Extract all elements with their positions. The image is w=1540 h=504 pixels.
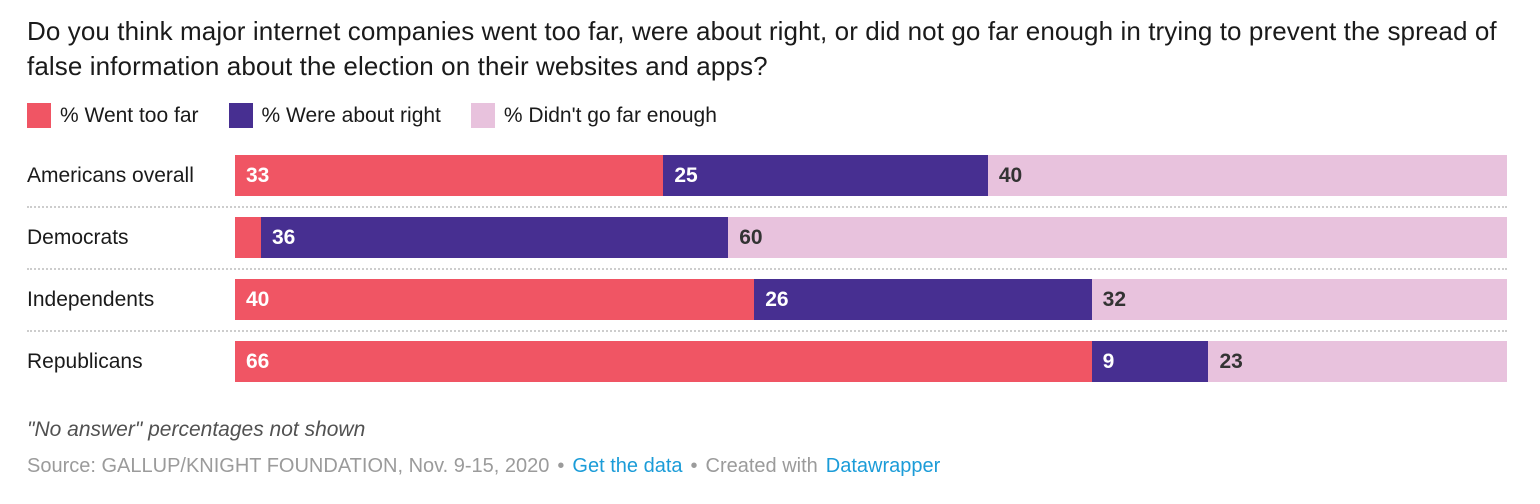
bar-track: 36 60 [235,217,1507,258]
bullet-separator: • [557,455,565,477]
created-with-text: Created with [705,455,818,477]
chart-title: Do you think major internet companies we… [27,16,1497,81]
legend-swatch-icon [27,103,51,128]
bar-segment: 60 [728,217,1507,258]
bar-segment: 36 [260,217,729,258]
bar-row: Independents 40 26 32 [27,279,1507,320]
bar-segment: 33 [235,155,664,196]
get-the-data-link[interactable]: Get the data [572,455,683,477]
legend-item[interactable]: % Went too far [27,103,199,128]
bullet-separator: • [690,455,698,477]
value-label: 23 [1219,349,1243,373]
bar-segment: 32 [1091,279,1507,320]
bar-segment: 23 [1208,341,1507,382]
bar-track: 66 9 23 [235,341,1507,382]
dotted-line [27,267,1507,270]
bar-segment [235,217,261,258]
legend-swatch-icon [228,103,253,128]
row-separator [27,258,1507,279]
category-label: Americans overall [27,163,194,187]
legend-swatch-icon [470,103,495,128]
legend-item[interactable]: % Were about right [228,103,441,128]
bar-row: Democrats 36 60 [27,217,1507,258]
bar-segment: 66 [235,341,1092,382]
value-label: 66 [246,349,270,373]
legend-label: % Didn't go far enough [503,103,717,127]
row-separator [27,320,1507,341]
category-label: Independents [27,287,155,311]
value-label: 40 [998,163,1023,187]
category-label: Republicans [27,349,143,373]
bar-segment: 40 [987,155,1507,196]
legend-label: % Were about right [261,103,441,127]
value-label: 32 [1102,287,1127,311]
category-label: Democrats [27,225,129,249]
legend: % Went too far % Were about right % Didn't… [27,103,1507,128]
bar-row: Republicans 66 9 23 [27,341,1507,382]
source-line: Source: GALLUP/KNIGHT FOUNDATION, Nov. 9… [27,455,1507,478]
footnote: "No answer" percentages not shown [27,418,366,441]
row-separator [27,196,1507,217]
datawrapper-link[interactable]: Datawrapper [825,455,941,477]
bar-row: Americans overall 33 25 40 [27,155,1507,196]
bar-track: 40 26 32 [235,279,1507,320]
legend-item[interactable]: % Didn't go far enough [470,103,717,128]
value-label: 40 [246,287,270,311]
value-label: 33 [246,163,270,187]
value-label: 26 [765,287,789,311]
bar-segment: 9 [1091,341,1209,382]
value-label: 60 [739,225,763,249]
value-label: 36 [271,225,296,249]
bar-segment: 25 [663,155,988,196]
bar-chart: Americans overall 33 25 40 Democrats 36 60 Inde… [27,155,1507,382]
source-text: Source: GALLUP/KNIGHT FOUNDATION, Nov. 9… [27,455,550,477]
value-label: 9 [1102,349,1115,373]
legend-label: % Went too far [60,103,199,127]
value-label: 25 [674,163,698,187]
dotted-line [27,329,1507,332]
bar-segment: 26 [754,279,1092,320]
bar-track: 33 25 40 [235,155,1507,196]
dotted-line [27,205,1507,208]
bar-segment: 40 [235,279,755,320]
